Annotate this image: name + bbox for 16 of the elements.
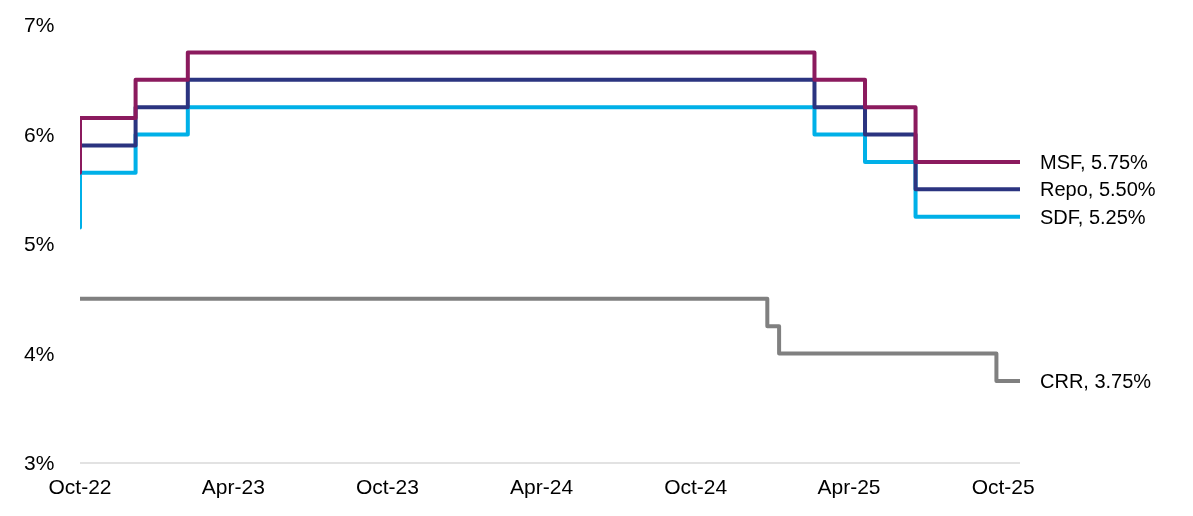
- x-tick-label: Apr-24: [510, 474, 574, 498]
- x-tick-label: Apr-23: [201, 474, 265, 498]
- x-tick-label: Apr-25: [817, 474, 881, 498]
- y-tick-label: 7%: [24, 13, 55, 37]
- y-tick-label: 3%: [24, 451, 55, 475]
- annotation: MSF, 5.75%: [1040, 150, 1149, 173]
- y-tick-label: 5%: [24, 232, 55, 256]
- x-tick-label: Oct-23: [355, 474, 419, 498]
- x-tick-label: Oct-22: [48, 474, 112, 498]
- y-tick-label: 4%: [24, 341, 55, 365]
- x-tick-label: Oct-24: [664, 474, 728, 498]
- annotation: Repo, 5.50%: [1040, 178, 1156, 201]
- annotation: SDF, 5.25%: [1040, 205, 1146, 228]
- x-tick-label: Oct-25: [971, 474, 1035, 498]
- annotation: CRR, 3.75%: [1040, 369, 1152, 392]
- y-tick-label: 6%: [24, 122, 55, 146]
